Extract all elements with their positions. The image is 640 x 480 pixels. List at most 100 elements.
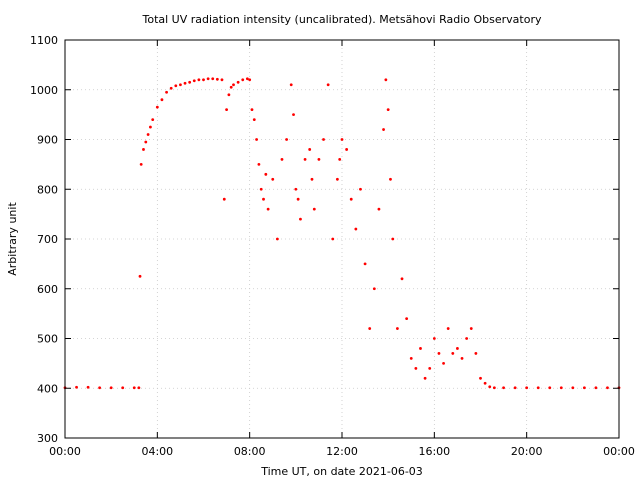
data-point xyxy=(257,162,261,166)
data-point xyxy=(241,78,245,82)
data-point xyxy=(335,177,339,181)
data-point xyxy=(372,287,376,291)
data-point xyxy=(442,361,445,365)
data-point xyxy=(582,386,586,390)
data-point xyxy=(280,158,284,161)
data-point xyxy=(146,133,150,136)
data-point xyxy=(179,83,182,87)
data-point xyxy=(432,337,436,340)
data-point xyxy=(606,386,609,390)
data-point xyxy=(571,386,575,390)
data-point xyxy=(338,158,342,161)
data-point xyxy=(322,138,325,141)
data-point xyxy=(211,77,215,81)
data-point xyxy=(446,327,450,330)
grid xyxy=(65,40,619,438)
y-tick-label: 800 xyxy=(37,183,58,196)
data-point xyxy=(303,158,307,161)
data-point xyxy=(405,317,409,320)
data-point xyxy=(174,84,178,88)
data-point xyxy=(548,386,552,390)
data-point xyxy=(331,237,335,241)
x-tick-label: 08:00 xyxy=(234,445,266,458)
y-tick-label: 400 xyxy=(37,382,58,395)
data-point xyxy=(285,138,288,141)
y-tick-label: 1000 xyxy=(30,84,58,97)
data-point xyxy=(109,386,113,390)
data-point xyxy=(155,105,159,109)
data-point xyxy=(262,197,265,201)
data-point xyxy=(132,386,136,390)
data-point xyxy=(389,177,392,181)
data-point xyxy=(363,262,367,266)
data-point xyxy=(165,90,168,94)
data-point xyxy=(206,77,210,81)
y-tick-label: 1100 xyxy=(30,34,58,47)
data-point xyxy=(225,108,228,112)
axis-ticks xyxy=(64,39,620,439)
data-point xyxy=(139,162,143,166)
data-point xyxy=(294,187,298,191)
data-point xyxy=(391,237,395,241)
y-axis-label: Arbitrary unit xyxy=(6,202,19,276)
data-point xyxy=(271,177,275,181)
y-tick-label: 300 xyxy=(37,432,58,445)
x-tick-label: 20:00 xyxy=(511,445,543,458)
data-point xyxy=(227,93,231,97)
data-point xyxy=(142,148,145,151)
x-tick-label: 12:00 xyxy=(326,445,358,458)
x-tick-label: 00:00 xyxy=(49,445,81,458)
data-point xyxy=(266,207,270,211)
data-point xyxy=(220,78,224,82)
data-point xyxy=(423,376,427,380)
data-point xyxy=(525,386,529,390)
data-point xyxy=(400,277,404,281)
data-point xyxy=(559,386,563,390)
data-point xyxy=(138,274,142,278)
data-point xyxy=(502,386,505,390)
data-point xyxy=(289,83,293,87)
data-point xyxy=(255,138,258,141)
data-point xyxy=(160,98,164,102)
data-point xyxy=(169,86,173,90)
data-point xyxy=(151,118,155,121)
data-point xyxy=(419,347,422,350)
data-points xyxy=(63,77,621,390)
data-point xyxy=(312,207,316,211)
data-point xyxy=(192,79,196,83)
data-point xyxy=(428,366,432,370)
y-tick-label: 500 xyxy=(37,333,58,346)
data-point xyxy=(409,357,413,360)
data-point xyxy=(222,197,226,201)
data-point xyxy=(236,80,240,84)
data-point xyxy=(460,357,464,360)
data-point xyxy=(469,327,473,330)
data-point xyxy=(149,125,152,129)
data-point xyxy=(437,352,441,355)
data-point xyxy=(259,187,263,191)
data-point xyxy=(340,138,344,141)
data-point xyxy=(368,327,372,330)
chart-title: Total UV radiation intensity (uncalibrat… xyxy=(142,13,542,26)
data-point xyxy=(456,347,459,350)
data-point xyxy=(326,83,330,87)
data-point xyxy=(377,207,381,211)
data-point xyxy=(465,337,469,340)
y-tick-label: 700 xyxy=(37,233,58,246)
data-point xyxy=(98,386,102,390)
data-point xyxy=(232,83,235,87)
data-point xyxy=(488,385,492,389)
data-point xyxy=(384,78,388,82)
data-point xyxy=(345,148,349,151)
data-point xyxy=(513,386,517,390)
data-point xyxy=(137,386,141,390)
data-point xyxy=(215,77,219,81)
data-point xyxy=(492,386,496,390)
x-tick-labels: 00:00 04:00 08:00 12:00 16:00 20:00 00:00 xyxy=(49,445,635,458)
data-point xyxy=(75,385,78,389)
data-point xyxy=(292,113,295,117)
data-point xyxy=(382,128,385,131)
data-point xyxy=(252,118,256,121)
data-point xyxy=(202,78,205,82)
